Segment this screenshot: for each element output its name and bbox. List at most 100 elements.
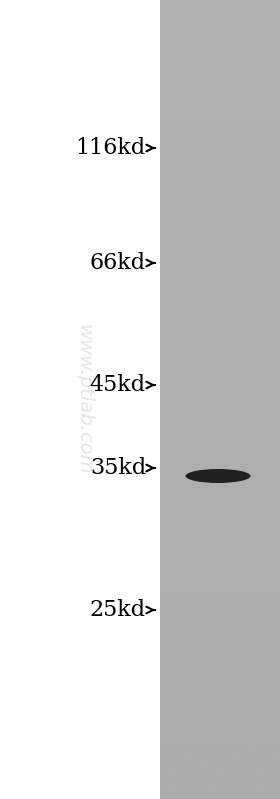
Bar xyxy=(160,256,280,264)
Bar xyxy=(160,471,280,479)
Bar xyxy=(160,240,280,248)
Bar xyxy=(160,360,280,368)
Bar xyxy=(160,72,280,80)
Bar xyxy=(160,775,280,783)
Text: 25kd: 25kd xyxy=(90,599,146,621)
Bar xyxy=(160,160,280,168)
Bar xyxy=(160,647,280,655)
Bar xyxy=(160,743,280,751)
Bar xyxy=(160,152,280,160)
Bar xyxy=(160,463,280,471)
Bar xyxy=(160,615,280,623)
Bar xyxy=(160,791,280,799)
Bar xyxy=(160,56,280,64)
Bar xyxy=(160,751,280,759)
Bar xyxy=(160,352,280,360)
Bar xyxy=(160,631,280,639)
Bar xyxy=(160,208,280,216)
Text: 116kd: 116kd xyxy=(76,137,146,159)
Bar xyxy=(160,400,280,407)
Bar xyxy=(160,703,280,711)
Bar xyxy=(160,479,280,487)
Bar xyxy=(160,264,280,272)
Bar xyxy=(160,663,280,671)
Bar xyxy=(160,543,280,551)
Bar xyxy=(160,248,280,256)
Bar xyxy=(160,535,280,543)
Bar xyxy=(160,759,280,767)
Bar xyxy=(160,80,280,88)
Bar xyxy=(160,168,280,176)
Bar xyxy=(160,24,280,32)
Bar xyxy=(160,216,280,224)
Bar xyxy=(160,687,280,695)
Bar xyxy=(160,384,280,392)
Bar xyxy=(160,783,280,791)
Bar xyxy=(160,735,280,743)
Bar xyxy=(160,567,280,575)
Bar xyxy=(160,184,280,192)
Bar xyxy=(160,288,280,296)
Bar xyxy=(160,88,280,96)
Bar xyxy=(160,671,280,679)
Bar xyxy=(160,368,280,376)
Bar xyxy=(160,447,280,455)
Bar xyxy=(160,392,280,400)
Bar xyxy=(160,32,280,40)
Bar xyxy=(160,455,280,463)
Bar xyxy=(160,376,280,384)
Bar xyxy=(160,328,280,336)
Bar xyxy=(160,519,280,527)
Text: 45kd: 45kd xyxy=(90,374,146,396)
Bar xyxy=(160,551,280,559)
Bar xyxy=(160,176,280,184)
Bar xyxy=(160,104,280,112)
Bar xyxy=(160,719,280,727)
Bar xyxy=(160,0,280,8)
Bar xyxy=(160,16,280,24)
Bar xyxy=(160,48,280,56)
Bar xyxy=(160,120,280,128)
Bar xyxy=(160,272,280,280)
Bar xyxy=(160,575,280,583)
Bar xyxy=(160,623,280,631)
Bar xyxy=(160,200,280,208)
Ellipse shape xyxy=(185,469,251,483)
Bar xyxy=(160,487,280,495)
Bar xyxy=(160,511,280,519)
Bar xyxy=(160,655,280,663)
Bar xyxy=(160,583,280,591)
Bar xyxy=(160,727,280,735)
Bar xyxy=(160,232,280,240)
Bar xyxy=(160,64,280,72)
Bar xyxy=(160,695,280,703)
Bar xyxy=(160,423,280,431)
Bar xyxy=(160,280,280,288)
Bar xyxy=(160,320,280,328)
Bar xyxy=(160,112,280,120)
Bar xyxy=(160,639,280,647)
Text: 35kd: 35kd xyxy=(90,457,146,479)
Bar xyxy=(160,599,280,607)
Bar xyxy=(160,96,280,104)
Bar xyxy=(160,304,280,312)
Bar xyxy=(160,527,280,535)
Bar xyxy=(160,431,280,439)
Text: www.ptlab.com: www.ptlab.com xyxy=(74,324,94,475)
Bar xyxy=(160,503,280,511)
Bar xyxy=(160,415,280,423)
Bar xyxy=(160,40,280,48)
Bar xyxy=(160,679,280,687)
Bar xyxy=(160,559,280,567)
Bar xyxy=(160,144,280,152)
Bar xyxy=(160,591,280,599)
Bar xyxy=(160,128,280,136)
Text: 66kd: 66kd xyxy=(90,252,146,274)
Bar xyxy=(160,495,280,503)
Bar xyxy=(160,767,280,775)
Bar xyxy=(160,136,280,144)
Bar xyxy=(160,296,280,304)
Bar xyxy=(160,407,280,415)
Bar xyxy=(160,192,280,200)
Bar xyxy=(160,224,280,232)
